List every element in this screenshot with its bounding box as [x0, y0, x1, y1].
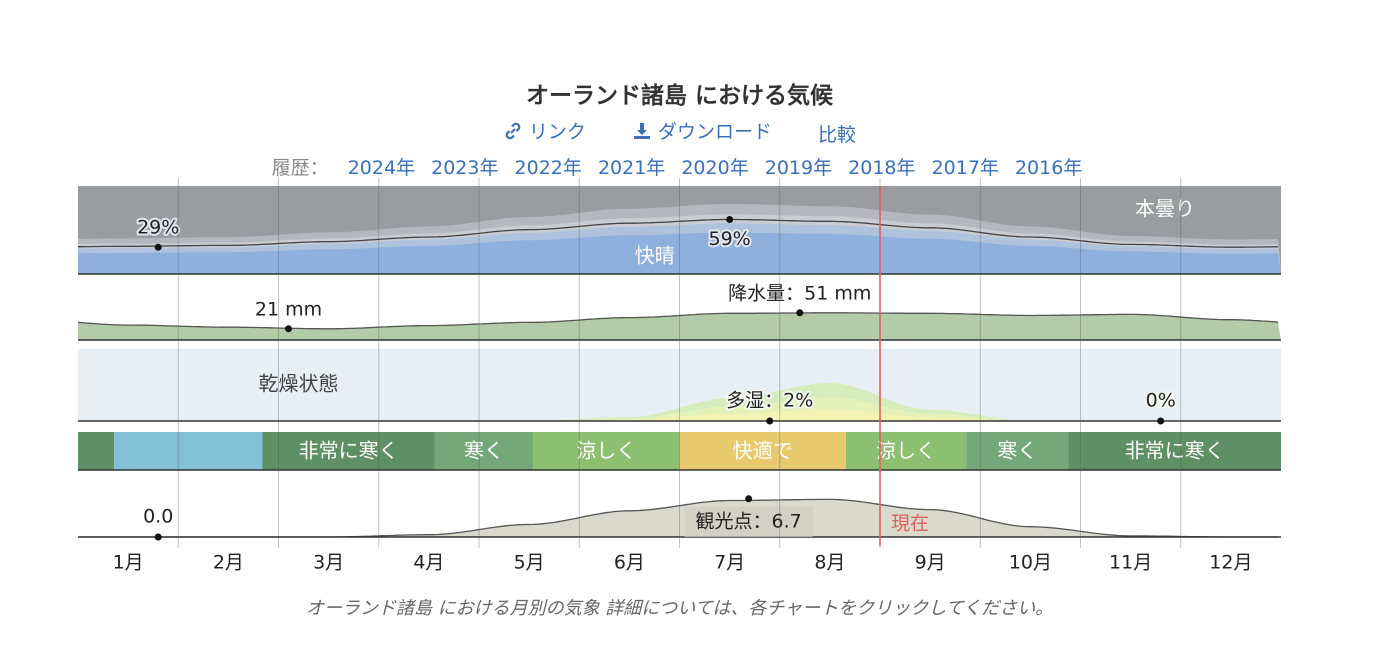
year-link[interactable]: 2019年 — [764, 157, 833, 179]
link-icon — [505, 122, 521, 139]
temperature-band-label: 快適で — [733, 439, 793, 463]
tourism-point — [154, 533, 162, 541]
temperature-band-label: 涼しく — [876, 439, 936, 463]
link-label: リンク — [528, 121, 586, 143]
cloud-cover-layer — [78, 232, 1281, 274]
chart-caption: オーランド諸島 における月別の気象 詳細については、各チャートをクリックしてくだ… — [305, 598, 1054, 619]
temperature-band-label: 寒く — [997, 439, 1037, 463]
cloud-point — [726, 215, 734, 223]
tourism-area — [78, 499, 1281, 537]
clear-label: 快晴 — [635, 244, 675, 268]
month-label: 11月 — [1109, 552, 1152, 574]
year-link[interactable]: 2018年 — [848, 157, 916, 179]
history-bar: 履歴： 2024年 2023年 2022年 2021年 2020年 2019年 … — [0, 153, 1359, 180]
humidity-layer — [78, 397, 1281, 421]
precipitation-point — [796, 309, 804, 317]
history-label: 履歴： — [271, 157, 329, 179]
precipitation-point — [285, 325, 293, 333]
year-link[interactable]: 2022年 — [514, 157, 582, 179]
month-label: 3月 — [313, 552, 344, 574]
cloud-annotation: 29% — [137, 217, 179, 239]
compare-label: 比較 — [818, 123, 857, 146]
month-label: 6月 — [614, 552, 645, 574]
temperature-band — [262, 432, 435, 470]
precipitation-annotation: 21 mm — [255, 298, 322, 320]
cloud-annotation: 59% — [709, 228, 751, 250]
cloud-point — [154, 243, 162, 251]
temperature-band — [679, 432, 846, 470]
precipitation-area — [78, 312, 1281, 340]
overcast-label: 本曇り — [1135, 197, 1195, 221]
page-title: オーランド諸島 における気候 — [525, 83, 833, 109]
download-label: ダウンロード — [657, 121, 772, 143]
download-icon — [633, 122, 650, 139]
link-button[interactable]: リンク — [503, 117, 586, 144]
tourism-annotation: 0.0 — [143, 506, 173, 528]
action-links: リンク ダウンロード 比較 — [0, 117, 1359, 147]
month-label: 4月 — [413, 552, 444, 574]
temperature-band — [845, 432, 967, 470]
temperature-band-label: 寒く — [464, 439, 504, 463]
month-label: 2月 — [213, 552, 244, 574]
month-label: 8月 — [814, 552, 845, 574]
month-label: 5月 — [514, 552, 545, 574]
month-label: 1月 — [113, 552, 144, 574]
temperature-band — [533, 432, 680, 470]
dry-label: 乾燥状態 — [259, 372, 339, 396]
tourism-annotation: 観光点：6.7 — [696, 511, 802, 533]
temperature-band-label: 涼しく — [576, 439, 636, 463]
current-label: 現在 — [891, 513, 929, 535]
precipitation-line — [77, 312, 1279, 330]
temperature-band — [434, 432, 534, 470]
temperature-band — [78, 432, 115, 470]
tourism-label-box — [684, 507, 813, 537]
download-button[interactable]: ダウンロード — [632, 117, 772, 144]
humidity-annotation: 0% — [1146, 390, 1176, 412]
year-link[interactable]: 2021年 — [597, 157, 666, 179]
year-link[interactable]: 2017年 — [931, 157, 999, 179]
year-link[interactable]: 2023年 — [431, 157, 499, 179]
humidity-layer — [78, 409, 1281, 421]
month-label: 12月 — [1209, 552, 1252, 574]
humidity-point — [1157, 417, 1165, 425]
month-label: 10月 — [1009, 552, 1052, 574]
humidity-point — [766, 417, 774, 425]
temperature-band — [114, 432, 263, 470]
precipitation-annotation: 降水量：51 mm — [728, 282, 871, 304]
temperature-band-label: 非常に寒く — [299, 439, 399, 463]
temperature-band-label: 非常に寒く — [1125, 439, 1225, 463]
clear-sky-line — [78, 218, 1278, 248]
year-link[interactable]: 2024年 — [347, 157, 416, 179]
temperature-band — [1068, 432, 1281, 470]
year-link[interactable]: 2020年 — [681, 157, 749, 179]
temperature-band — [966, 432, 1069, 470]
year-link[interactable]: 2016年 — [1014, 157, 1083, 179]
humidity-annotation: 多湿：2% — [726, 390, 813, 412]
month-label: 7月 — [714, 552, 745, 574]
month-label: 9月 — [915, 552, 946, 574]
tourism-point — [745, 495, 753, 503]
compare-button[interactable]: 比較 — [818, 120, 856, 147]
